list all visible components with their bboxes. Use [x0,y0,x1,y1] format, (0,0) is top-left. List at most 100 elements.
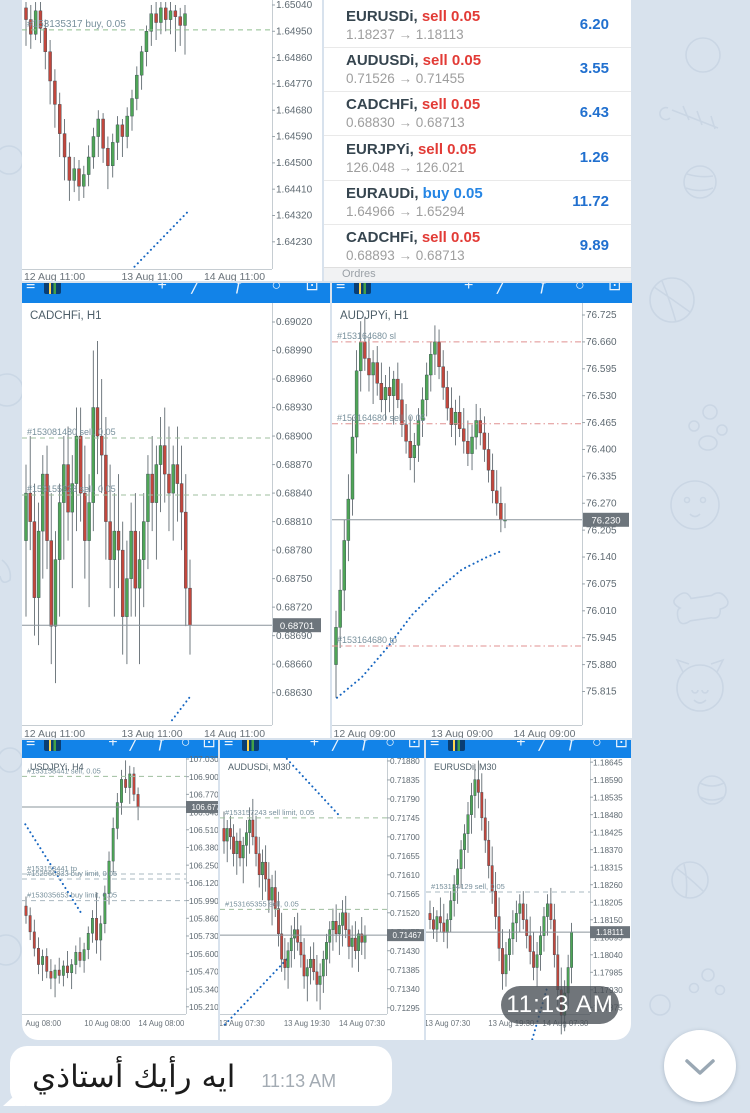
chart-title: AUDUSDi, M30 [228,762,291,772]
price-tick: 76.400 [586,445,617,456]
chart-photo-cadchf[interactable]: ≡ + ╱ ƒ ○ ⊡ 0.69020 0.68990 0.68960 0.68930 0.689… [22,283,330,738]
order-row[interactable]: AUDUSDi, sell 0.05 0.71526 → 0.71455 3.55 [324,47,631,93]
price-tick: 0.68630 [276,688,313,699]
crosshair-icon[interactable]: + [309,740,320,751]
price-tick: 0.71700 [390,833,420,842]
save-icon[interactable]: ⊡ [608,283,622,294]
chart-photo-audusd[interactable]: ≡ + ╱ ƒ ○ ⊡ 0.71880 0.71835 0.71790 0.71745 0.717… [220,740,424,1040]
time-label: Aug 08:00 [26,1019,62,1028]
price-tick: 0.68780 [276,545,313,556]
objects-icon[interactable]: ○ [180,740,191,751]
trendline-icon[interactable]: ╱ [497,283,507,294]
message-time: 11:13 AM [261,1071,337,1091]
mt-logo[interactable] [44,283,61,294]
price-tick: 0.68810 [276,517,313,528]
current-price-tag: 76.230 [583,512,629,527]
mt4-toolbar: ≡ + ╱ ƒ ○ ⊡ [426,740,631,758]
chart-title: CADCHFi, H1 [30,310,102,322]
order-line-label: #153164680 sl [337,331,396,341]
time-label: 13 Aug 07:30 [220,1019,265,1028]
order-row[interactable]: CADCHFi, sell 0.05 0.68893 → 0.68713 9.89 [324,224,631,269]
scroll-to-bottom-button[interactable] [664,1030,736,1102]
price-tick: 105.730 [189,932,218,941]
price-tick: 1.64950 [276,26,313,37]
price-tick: 1.64860 [276,53,313,64]
crosshair-icon[interactable]: + [108,740,118,751]
crosshair-icon[interactable]: + [157,283,167,294]
price-tick: 0.68960 [276,374,313,385]
hamburger-menu-icon[interactable]: ≡ [26,283,36,294]
hamburger-menu-icon[interactable]: ≡ [224,740,234,751]
time-label: 14 Aug 11:00 [204,271,265,281]
price-tick: 0.68720 [276,602,313,613]
objects-icon[interactable]: ○ [575,283,585,294]
order-row[interactable]: EURUSDi, sell 0.05 1.18237 → 1.18113 6.20 [324,3,631,48]
mt-logo[interactable] [242,740,259,751]
time-label: 12 Aug 11:00 [24,271,85,281]
price-tick: 76.660 [586,337,617,348]
candles [24,341,192,684]
mt-logo[interactable] [354,283,371,294]
save-icon[interactable]: ⊡ [202,740,216,751]
trendline-icon[interactable]: ╱ [332,740,342,751]
price-tick: 0.71520 [390,909,420,918]
order-side-volume: sell 0.05 [421,229,481,246]
mt-logo[interactable] [448,740,465,751]
price-tick: 76.595 [586,364,617,375]
time-label: 14 Aug 09:00 [514,728,576,738]
order-row[interactable]: EURJPYi, sell 0.05 126.048 → 126.021 1.26 [324,136,631,181]
crosshair-icon[interactable]: + [516,740,526,751]
current-price-tag: 1.18111 [590,926,630,939]
hamburger-menu-icon[interactable]: ≡ [26,740,36,751]
indicators-icon[interactable]: ƒ [360,740,370,751]
chart-photo-usdjpy[interactable]: ≡+╱ƒ○⊡ 107.030106.900106.770106.640106.5… [22,740,218,1040]
chart-photo-audjpy[interactable]: ≡ + ╱ ƒ ○ ⊡ 76.725 76.660 76.595 76.530 76.465 76.… [332,283,632,738]
time-label: 13 Aug 07:30 [426,1019,471,1028]
trendline-icon[interactable]: ╱ [538,740,549,751]
crosshair-icon[interactable]: + [464,283,474,294]
order-line-label: #153135317 buy, 0.05 [27,19,126,30]
time-label: 13 Aug 19:30 [488,1019,535,1028]
objects-icon[interactable]: ○ [271,283,282,294]
current-price-tag: 0.71467 [387,929,424,942]
order-line-label: #153134129 sell, 0.05 [431,882,505,891]
hamburger-menu-icon[interactable]: ≡ [430,740,440,751]
price-axis: 1.65040 1.64950 1.64860 1.64770 1.64680 1.645… [272,0,313,248]
svg-text:0.68701: 0.68701 [280,621,314,632]
price-tick: 1.18205 [593,898,623,907]
indicators-icon[interactable]: ƒ [539,283,548,294]
order-line-label: #153165355 sell, 0.05 [225,899,299,908]
order-profit: 1.26 [579,148,609,166]
price-tick: 106.250 [189,861,218,870]
save-icon[interactable]: ⊡ [614,740,628,751]
price-tick: 1.18480 [593,811,623,820]
price-tick: 75.880 [586,660,617,671]
save-icon[interactable]: ⊡ [407,740,422,751]
price-tick: 105.600 [189,950,218,959]
order-row[interactable]: EURAUDi, buy 0.05 1.64966 → 1.65294 11.72 [324,180,631,225]
price-tick: 0.68930 [276,403,313,414]
price-tick: 76.140 [586,552,617,563]
objects-icon[interactable]: ○ [592,740,602,751]
hamburger-menu-icon[interactable]: ≡ [336,283,346,294]
orders-photo[interactable]: EURUSDi, sell 0.05 1.18237 → 1.18113 6.20 A… [324,0,631,281]
trendline-icon[interactable]: ╱ [129,740,140,751]
chevron-down-icon [685,1059,715,1075]
price-tick: 0.68840 [276,488,313,499]
price-tick: 76.205 [586,525,617,536]
mt4-toolbar: ≡ + ╱ ƒ ○ ⊡ [332,283,632,303]
order-row[interactable]: CADCHFi, sell 0.05 0.68830 → 0.68713 6.43 [324,91,631,137]
indicators-icon[interactable]: ƒ [567,740,577,751]
chart-photo-euraud[interactable]: 1.65040 1.64950 1.64860 1.64770 1.64680 1.645… [22,0,322,281]
indicators-icon[interactable]: ƒ [234,283,244,294]
objects-icon[interactable]: ○ [385,740,395,751]
mt-logo[interactable] [44,740,61,751]
price-tick: 1.17985 [593,968,623,977]
order-profit: 6.43 [579,104,609,122]
indicators-icon[interactable]: ƒ [157,740,167,751]
price-tick: 105.340 [189,985,218,994]
message-bubble[interactable]: ايه رأيك أستاذي 11:13 AM [10,1046,392,1106]
trendline-icon[interactable]: ╱ [191,283,202,294]
save-icon[interactable]: ⊡ [305,283,319,294]
